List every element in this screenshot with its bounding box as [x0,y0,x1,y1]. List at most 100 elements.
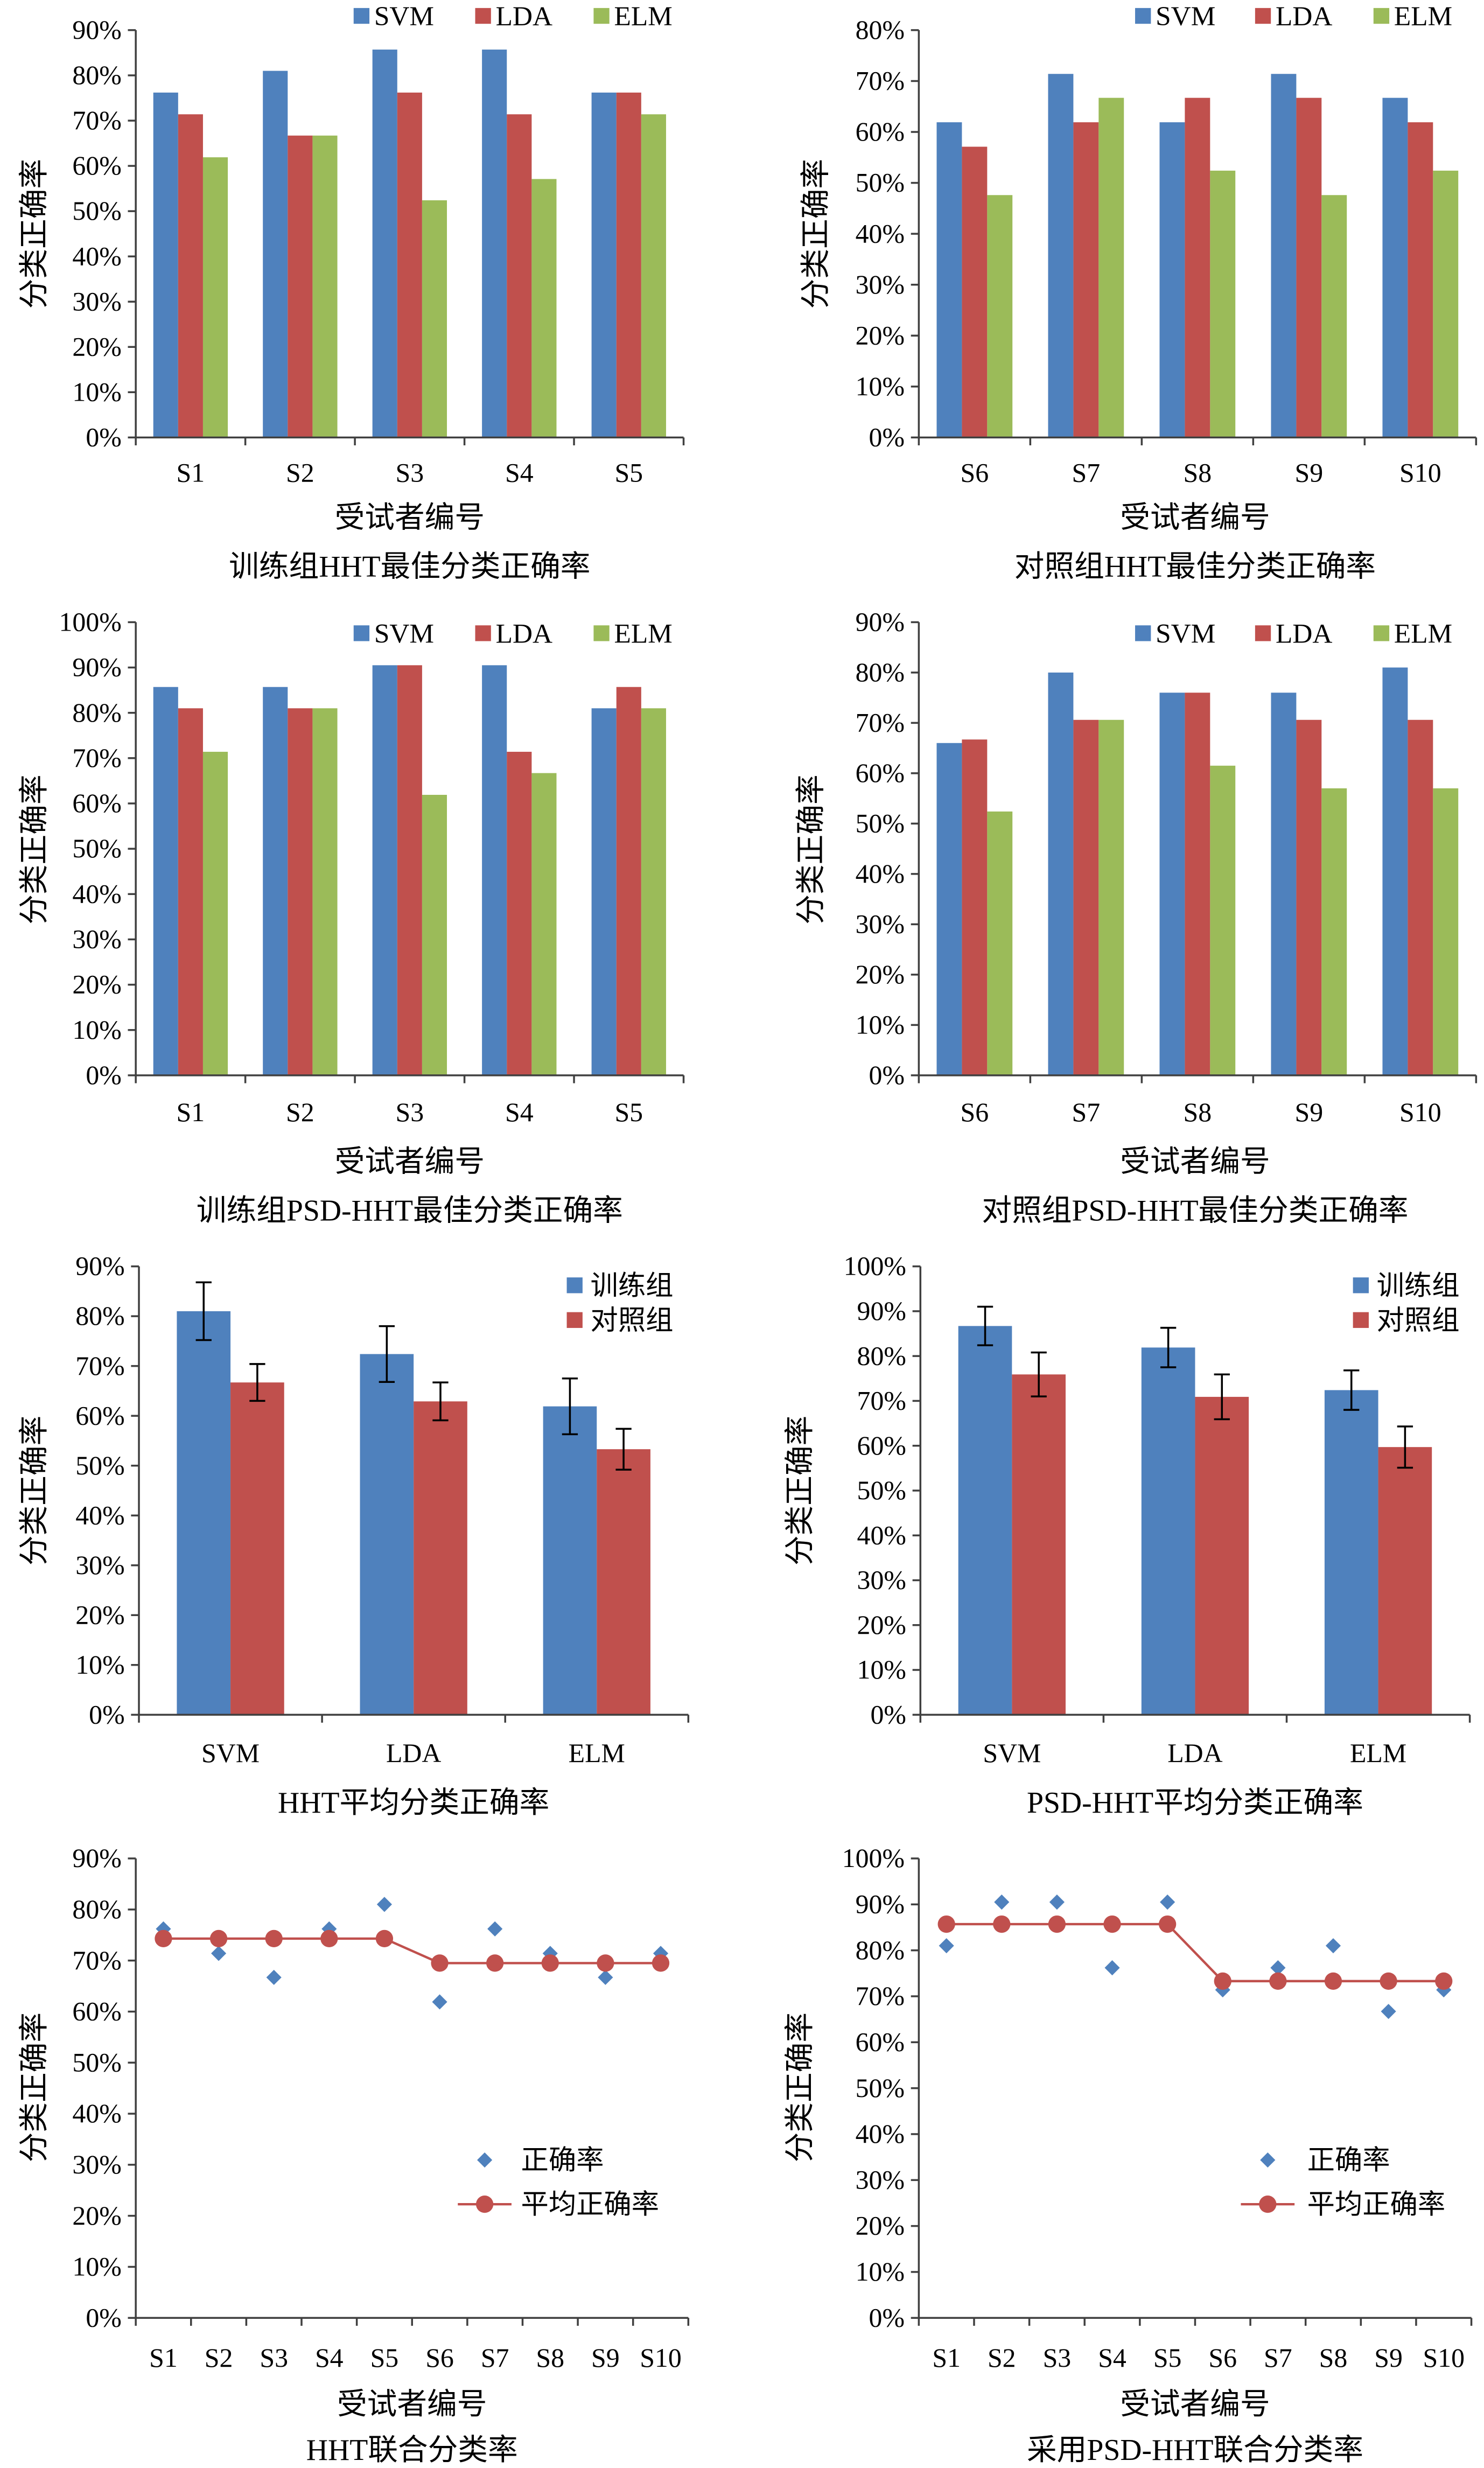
chart-title: 对照组PSD-HHT最佳分类正确率 [982,1194,1408,1228]
bar-svm-s6 [936,743,962,1075]
chart-panel-7: 0% 10% 20% 30% 40% 50% 60% 70% 80% 90% S1 S2 S3 S4 S5 S… [18,1843,690,2467]
y-tick-label: 80% [856,15,905,45]
chart-panel-4: 0% 10% 20% 30% 40% 50% 60% 70% 80% 90% S6 S7 S8 S9 S10… [795,607,1478,1228]
y-tick-label: 50% [75,1451,124,1480]
y-tick-label: 0% [86,2303,121,2332]
bar-training-group-lda [1141,1347,1195,1715]
bar-lda-s6 [962,146,988,438]
y-tick-label: 10% [75,1650,124,1680]
error-bar-control-group-lda [1214,1373,1230,1421]
error-bar-training-group-elm [562,1378,578,1436]
legend-item-elm: ELM [593,618,673,649]
y-tick-label: 70% [75,1351,124,1381]
legend-swatch [1373,8,1390,24]
bar-svm-s8 [1159,122,1185,438]
bar-lda-s3 [397,665,422,1075]
bar-elm-s3 [422,794,447,1075]
chart-title: PSD-HHT平均分类正确率 [1027,1786,1363,1820]
y-tick-label: 50% [856,168,905,198]
y-tick-label: 40% [75,1500,124,1530]
legend-item-lda: LDA [1255,1,1332,32]
accuracy-point-s9 [598,1969,613,1985]
bar-svm-s3 [372,665,397,1075]
y-tick-label: 20% [72,332,121,361]
accuracy-point-s1 [939,1938,954,1954]
y-tick-label: 30% [856,2165,905,2194]
legend-label: 对照组 [591,1305,674,1336]
y-tick-label: 20% [72,970,121,999]
bar-svm-s7 [1048,672,1074,1075]
bar-training-group-svm [958,1326,1012,1715]
y-tick-label: 0% [86,422,121,452]
y-tick-label: 0% [869,2303,905,2332]
x-tick-label: S6 [425,2343,454,2373]
legend-item-training-group: 训练组 [566,1270,673,1301]
legend-item-accuracy: 正确率 [477,2145,604,2176]
error-bar-control-group-elm [615,1428,632,1471]
legend-label: ELM [1394,618,1452,649]
bar-training-group-svm [177,1311,231,1715]
bar-elm-s3 [422,200,447,438]
legend-item-lda: LDA [475,1,552,32]
bar-lda-s10 [1408,719,1433,1075]
legend-label: 正确率 [1307,2145,1390,2176]
x-tick-label: S9 [1295,458,1324,487]
mean-accuracy-point-s8 [541,1954,559,1972]
mean-accuracy-point-s9 [597,1954,614,1972]
legend-item-svm: SVM [1135,1,1215,32]
bar-lda-s3 [397,92,422,438]
bar-elm-s9 [1321,195,1347,438]
y-tick-label: 10% [857,1655,906,1684]
mean-accuracy-point-s10 [1435,1972,1453,1990]
bar-svm-s9 [1271,693,1297,1075]
legend-label: SVM [1156,618,1215,649]
legend-swatch [475,8,491,24]
mean-accuracy-line [946,1922,1444,1983]
bar-svm-s6 [936,122,962,438]
bar-svm-s4 [482,665,507,1075]
y-tick-label: 80% [856,658,905,687]
y-tick-label: 50% [72,2047,121,2077]
y-tick-label: 80% [72,60,121,90]
y-tick-label: 10% [856,372,905,401]
error-bar-control-group-elm [1397,1425,1413,1469]
x-tick-label: S6 [961,458,989,487]
legend-label: LDA [496,1,552,32]
legend-label: 正确率 [521,2145,604,2176]
y-tick-label: 70% [856,1981,905,2011]
bar-lda-s10 [1408,122,1433,438]
x-tick-label: S10 [1423,2343,1465,2373]
mean-accuracy-point-s7 [1269,1972,1287,1990]
y-tick-label: 70% [857,1386,906,1416]
y-tick-label: 10% [72,377,121,407]
x-tick-label: S4 [315,2343,344,2373]
legend-item-svm: SVM [1135,618,1215,649]
x-tick-label: S6 [961,1097,989,1127]
legend-swatch [1373,625,1390,641]
bar-elm-s8 [1210,170,1236,438]
bar-svm-s5 [591,708,617,1075]
legend-label: SVM [374,618,434,649]
y-tick-label: 10% [72,1015,121,1045]
error-bar-control-group-svm [249,1363,265,1402]
bar-svm-s7 [1048,74,1074,438]
bar-elm-s1 [202,157,228,438]
bar-lda-s1 [178,114,203,438]
y-tick-label: 50% [72,196,121,226]
y-tick-label: 40% [856,219,905,248]
y-tick-label: 90% [72,653,121,682]
y-tick-label: 80% [72,1894,121,1924]
y-tick-label: 70% [856,708,905,737]
y-tick-label: 90% [856,607,905,637]
legend-swatch [593,625,610,641]
chart-title: 训练组PSD-HHT最佳分类正确率 [197,1194,623,1228]
legend-item-lda: LDA [475,618,552,649]
bar-svm-s10 [1382,97,1408,438]
bar-lda-s2 [288,135,313,438]
x-tick-label: S5 [1153,2343,1182,2373]
legend-item-lda: LDA [1255,618,1332,649]
accuracy-point-s8 [1325,1938,1341,1954]
